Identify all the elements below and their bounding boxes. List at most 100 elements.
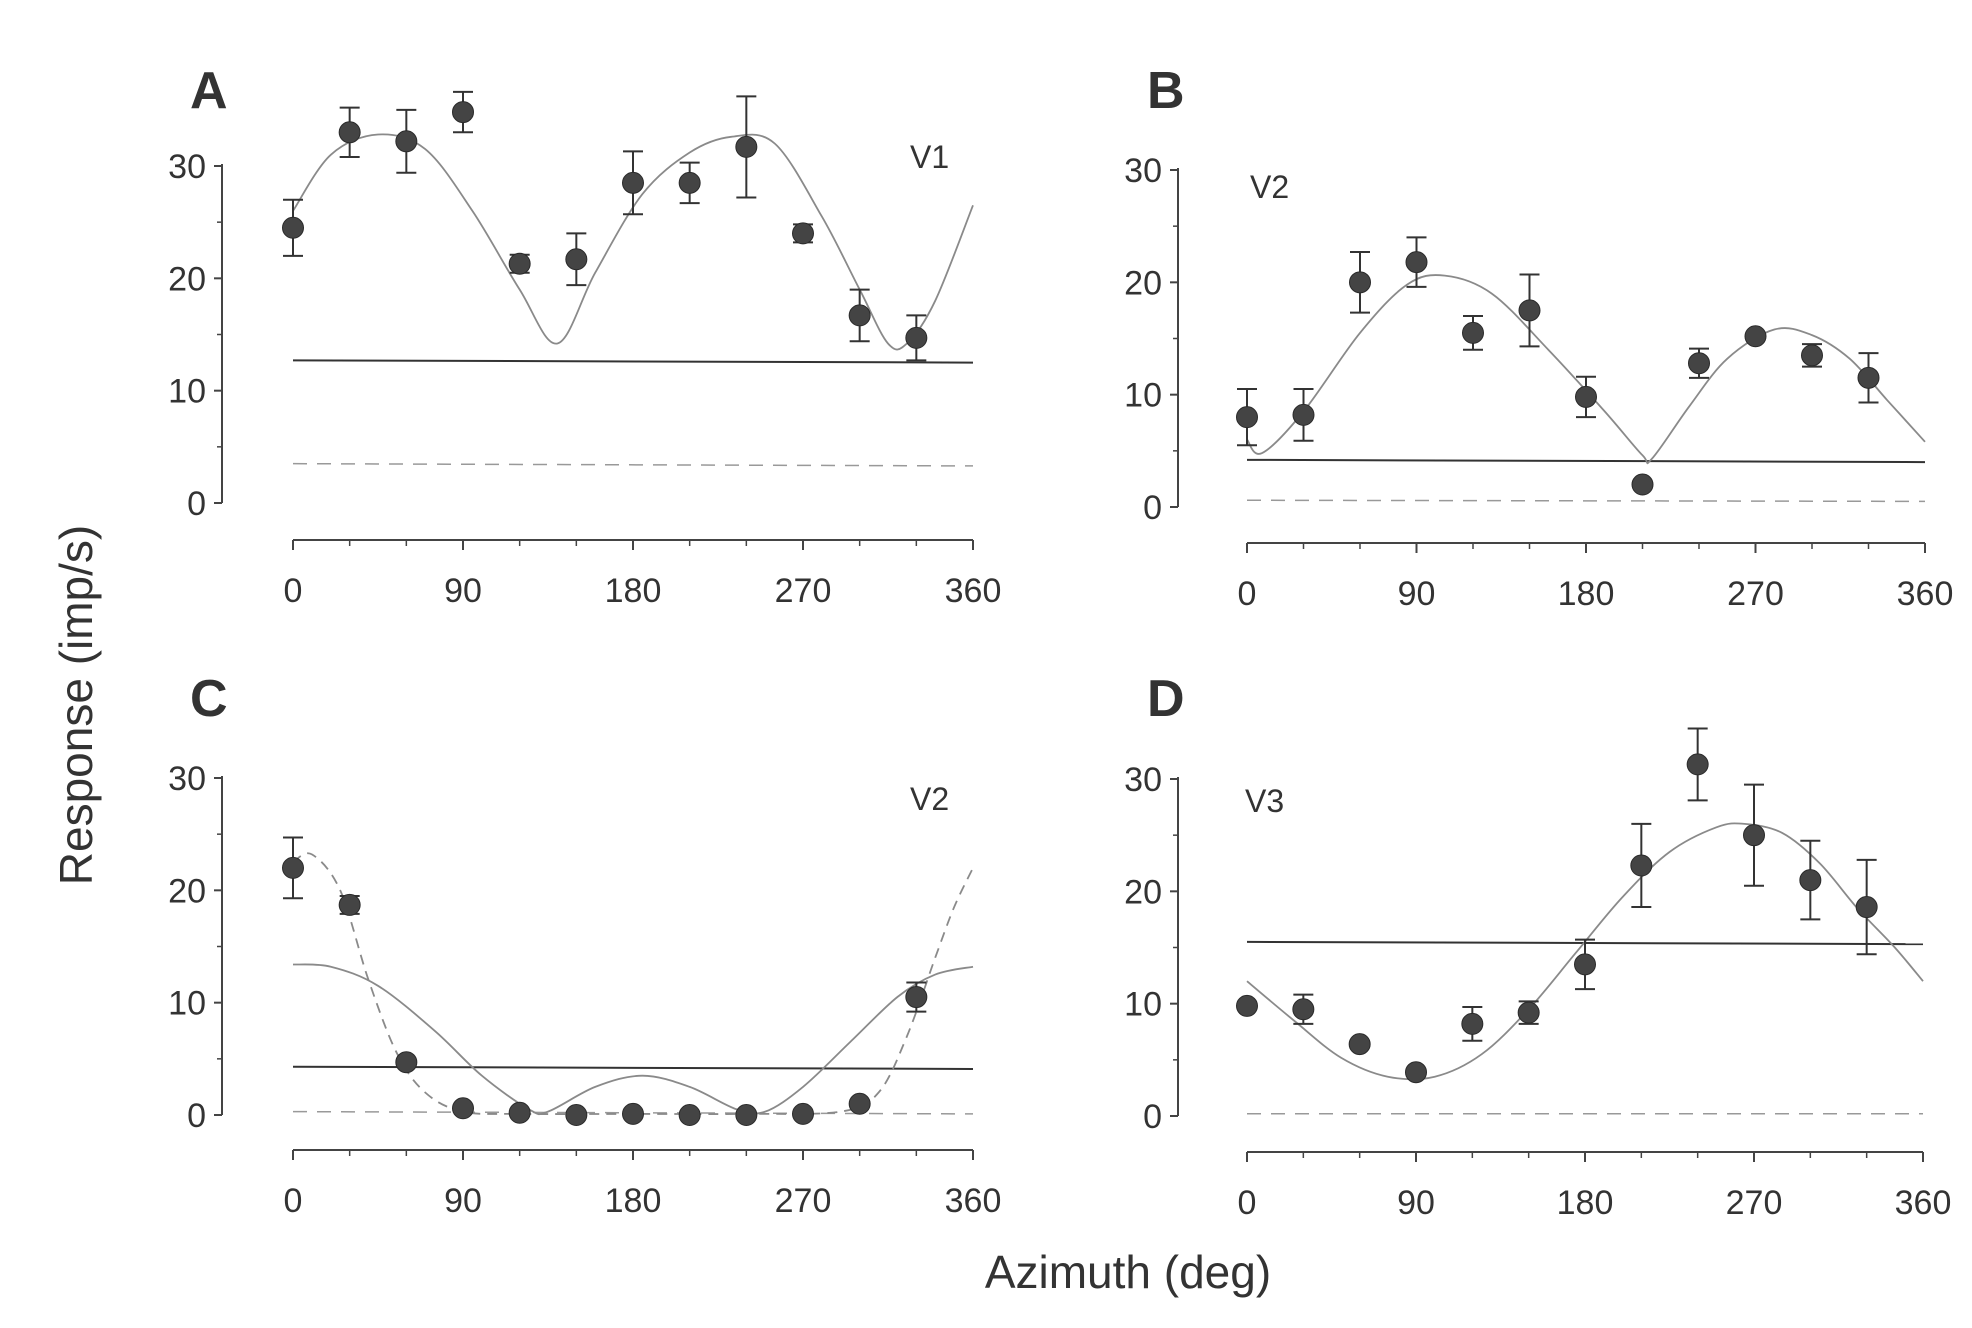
panel-c: C V2 0 10 20 30 0 90 180 270 360 bbox=[168, 670, 1001, 1220]
x-tick-label: 0 bbox=[1238, 1184, 1257, 1222]
data-point bbox=[452, 101, 474, 124]
fit-curve bbox=[1246, 274, 1926, 465]
data-point bbox=[1292, 403, 1315, 426]
data-point bbox=[622, 1102, 644, 1125]
y-tick-label: 30 bbox=[1124, 152, 1162, 190]
panel-d: D V3 0 10 20 30 0 90 180 270 360 bbox=[1124, 670, 1951, 1222]
data-point bbox=[282, 216, 304, 239]
data-point bbox=[1461, 1012, 1484, 1035]
data-point bbox=[1799, 869, 1822, 892]
baseline-dashed-line bbox=[292, 462, 974, 467]
data-point bbox=[792, 1102, 814, 1125]
data-point bbox=[1575, 385, 1597, 408]
fit-curve bbox=[292, 963, 974, 1116]
fit-curve-dashed bbox=[292, 852, 974, 1115]
data-point bbox=[1630, 854, 1653, 877]
y-tick-label: 30 bbox=[168, 148, 206, 186]
data-point bbox=[622, 171, 644, 194]
data-point bbox=[1855, 896, 1878, 919]
x-tick-label: 90 bbox=[1397, 1184, 1435, 1222]
area-label: V2 bbox=[910, 781, 949, 817]
data-point bbox=[565, 1104, 588, 1126]
panel-letter: A bbox=[190, 62, 228, 120]
y-tick-label: 30 bbox=[168, 760, 206, 798]
x-tick-label: 270 bbox=[1726, 1184, 1783, 1222]
data-point bbox=[735, 1104, 758, 1126]
data-point bbox=[395, 130, 418, 153]
panel-a: A V1 0 10 20 30 0 90 180 270 360 bbox=[168, 62, 1001, 610]
x-tick-label: 0 bbox=[284, 1182, 303, 1220]
y-tick-label: 10 bbox=[1124, 986, 1162, 1024]
y-axis-title: Response (imp/s) bbox=[50, 525, 102, 885]
data-point bbox=[1518, 299, 1541, 322]
data-point bbox=[565, 248, 588, 271]
spontaneous-line bbox=[292, 359, 974, 364]
y-tick-label: 20 bbox=[1124, 264, 1162, 302]
data-point bbox=[792, 222, 814, 245]
area-label: V1 bbox=[910, 139, 949, 175]
x-tick-label: 360 bbox=[945, 1182, 1002, 1220]
data-point bbox=[1236, 406, 1258, 429]
data-point bbox=[735, 135, 758, 158]
y-tick-label: 10 bbox=[168, 985, 206, 1023]
data-point bbox=[1349, 271, 1371, 294]
panel-letter: D bbox=[1147, 670, 1185, 728]
data-point bbox=[1292, 998, 1315, 1021]
y-tick-label: 0 bbox=[187, 485, 206, 523]
fit-curve bbox=[292, 133, 974, 351]
data-point bbox=[1686, 753, 1709, 776]
x-tick-label: 270 bbox=[775, 1182, 832, 1220]
data-point bbox=[678, 171, 701, 194]
data-point bbox=[338, 121, 361, 144]
x-tick-label: 360 bbox=[1897, 575, 1954, 613]
area-label: V3 bbox=[1245, 783, 1284, 819]
data-point bbox=[905, 986, 928, 1009]
data-point bbox=[1348, 1033, 1371, 1056]
x-tick-label: 270 bbox=[1727, 575, 1784, 613]
data-point bbox=[1743, 824, 1765, 847]
y-tick-label: 20 bbox=[1124, 873, 1162, 911]
x-tick-label: 90 bbox=[444, 1182, 482, 1220]
panel-letter: B bbox=[1147, 62, 1185, 120]
fit-curve bbox=[1246, 822, 1924, 1081]
panel-letter: C bbox=[190, 670, 228, 728]
data-point bbox=[1236, 994, 1258, 1017]
y-tick-label: 20 bbox=[168, 872, 206, 910]
y-tick-label: 0 bbox=[187, 1097, 206, 1135]
x-tick-label: 0 bbox=[1238, 575, 1257, 613]
data-point bbox=[1631, 473, 1654, 496]
panels: A V1 0 10 20 30 0 90 180 270 360 B V2 0 10 20 30 0 90 180 27… bbox=[168, 62, 1953, 1222]
spontaneous-line bbox=[1246, 458, 1926, 464]
x-tick-label: 360 bbox=[945, 572, 1002, 610]
data-point bbox=[508, 1101, 531, 1124]
y-tick-label: 0 bbox=[1143, 1098, 1162, 1136]
data-point bbox=[1405, 1061, 1427, 1084]
data-point bbox=[1857, 366, 1880, 389]
x-tick-label: 90 bbox=[1398, 575, 1436, 613]
data-point bbox=[848, 1092, 871, 1115]
data-point bbox=[338, 893, 361, 916]
x-tick-label: 180 bbox=[1557, 1184, 1614, 1222]
x-tick-label: 180 bbox=[605, 1182, 662, 1220]
data-point bbox=[1744, 325, 1767, 348]
area-label: V2 bbox=[1250, 169, 1289, 205]
data-point bbox=[508, 252, 531, 275]
x-tick-label: 360 bbox=[1895, 1184, 1952, 1222]
y-tick-label: 10 bbox=[168, 373, 206, 411]
data-point bbox=[395, 1051, 418, 1074]
data-point bbox=[1405, 251, 1428, 274]
y-tick-label: 0 bbox=[1143, 489, 1162, 527]
data-point bbox=[282, 856, 304, 879]
data-point bbox=[452, 1097, 474, 1120]
data-point bbox=[1462, 321, 1484, 344]
y-tick-label: 30 bbox=[1124, 761, 1162, 799]
data-point bbox=[1688, 352, 1710, 375]
x-tick-label: 180 bbox=[605, 572, 662, 610]
panel-b: B V2 0 10 20 30 0 90 180 270 360 bbox=[1124, 62, 1953, 613]
data-point bbox=[1801, 344, 1823, 367]
data-point bbox=[1517, 1001, 1540, 1024]
x-tick-label: 90 bbox=[444, 572, 482, 610]
data-point bbox=[848, 304, 871, 327]
